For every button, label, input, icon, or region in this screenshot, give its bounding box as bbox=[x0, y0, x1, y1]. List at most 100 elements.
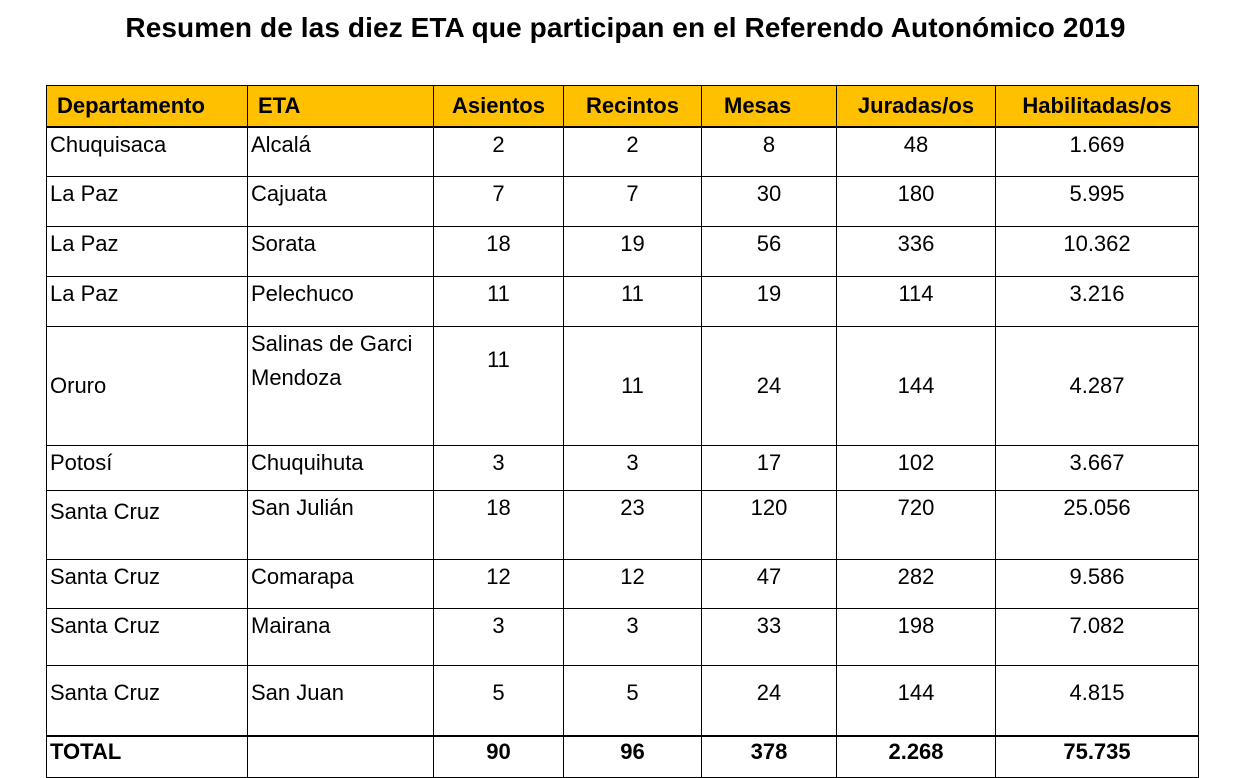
total-asientos: 90 bbox=[433, 735, 564, 778]
cell-mesas: 8 bbox=[701, 126, 837, 177]
cell-mesas: 56 bbox=[701, 226, 837, 277]
cell-mesas: 47 bbox=[701, 559, 837, 609]
table-row: Santa Cruz San Julián 18 23 120 720 25.0… bbox=[46, 490, 1199, 560]
cell-departamento: Santa Cruz bbox=[46, 490, 248, 560]
cell-juradas: 48 bbox=[836, 126, 996, 177]
cell-juradas: 144 bbox=[836, 326, 996, 446]
cell-recintos: 11 bbox=[563, 276, 702, 327]
column-header-recintos: Recintos bbox=[563, 85, 702, 128]
cell-departamento: Santa Cruz bbox=[46, 608, 248, 666]
table-row: Santa Cruz San Juan 5 5 24 144 4.815 bbox=[46, 665, 1199, 737]
table-row: Santa Cruz Comarapa 12 12 47 282 9.586 bbox=[46, 559, 1199, 609]
cell-eta: Pelechuco bbox=[247, 276, 434, 327]
table-row: Potosí Chuquihuta 3 3 17 102 3.667 bbox=[46, 445, 1199, 491]
cell-asientos: 18 bbox=[433, 226, 564, 277]
cell-mesas: 17 bbox=[701, 445, 837, 491]
cell-eta: Salinas de Garci Mendoza bbox=[247, 326, 434, 446]
cell-asientos: 2 bbox=[433, 126, 564, 177]
cell-mesas: 30 bbox=[701, 176, 837, 227]
column-header-asientos: Asientos bbox=[433, 85, 564, 128]
cell-asientos: 18 bbox=[433, 490, 564, 560]
cell-departamento: Santa Cruz bbox=[46, 559, 248, 609]
total-label: TOTAL bbox=[46, 735, 248, 778]
cell-departamento: La Paz bbox=[46, 226, 248, 277]
table-row: La Paz Pelechuco 11 11 19 114 3.216 bbox=[46, 276, 1199, 327]
total-habilitadas: 75.735 bbox=[995, 735, 1199, 778]
cell-juradas: 114 bbox=[836, 276, 996, 327]
cell-departamento: La Paz bbox=[46, 276, 248, 327]
cell-departamento: Chuquisaca bbox=[46, 126, 248, 177]
total-eta-empty bbox=[247, 735, 434, 778]
cell-habilitadas: 4.815 bbox=[995, 665, 1199, 737]
cell-departamento: Potosí bbox=[46, 445, 248, 491]
cell-recintos: 12 bbox=[563, 559, 702, 609]
total-recintos: 96 bbox=[563, 735, 702, 778]
cell-recintos: 7 bbox=[563, 176, 702, 227]
table-row: La Paz Sorata 18 19 56 336 10.362 bbox=[46, 226, 1199, 277]
total-mesas: 378 bbox=[701, 735, 837, 778]
cell-recintos: 3 bbox=[563, 445, 702, 491]
cell-juradas: 336 bbox=[836, 226, 996, 277]
cell-habilitadas: 3.216 bbox=[995, 276, 1199, 327]
cell-asientos: 11 bbox=[433, 276, 564, 327]
cell-habilitadas: 4.287 bbox=[995, 326, 1199, 446]
table-row: La Paz Cajuata 7 7 30 180 5.995 bbox=[46, 176, 1199, 227]
cell-juradas: 198 bbox=[836, 608, 996, 666]
cell-asientos: 5 bbox=[433, 665, 564, 737]
cell-departamento: Oruro bbox=[46, 326, 248, 446]
cell-eta-line: Mendoza bbox=[251, 365, 342, 390]
cell-eta: San Juan bbox=[247, 665, 434, 737]
cell-eta: Comarapa bbox=[247, 559, 434, 609]
column-header-departamento: Departamento bbox=[46, 85, 248, 128]
page-title: Resumen de las diez ETA que participan e… bbox=[125, 12, 1126, 43]
cell-departamento: Santa Cruz bbox=[46, 665, 248, 737]
table-row: Oruro Salinas de Garci Mendoza 11 11 24 … bbox=[46, 326, 1199, 446]
total-juradas: 2.268 bbox=[836, 735, 996, 778]
column-header-habilitadas: Habilitadas/os bbox=[995, 85, 1199, 128]
cell-eta: San Julián bbox=[247, 490, 434, 560]
cell-eta: Cajuata bbox=[247, 176, 434, 227]
cell-asientos: 3 bbox=[433, 608, 564, 666]
cell-juradas: 720 bbox=[836, 490, 996, 560]
cell-recintos: 5 bbox=[563, 665, 702, 737]
cell-mesas: 24 bbox=[701, 665, 837, 737]
cell-recintos: 3 bbox=[563, 608, 702, 666]
cell-mesas: 33 bbox=[701, 608, 837, 666]
cell-recintos: 11 bbox=[563, 326, 702, 446]
eta-summary-table: Departamento ETA Asientos Recintos Mesas… bbox=[46, 85, 1199, 778]
table-header-row: Departamento ETA Asientos Recintos Mesas… bbox=[46, 85, 1199, 128]
cell-eta: Alcalá bbox=[247, 126, 434, 177]
column-header-juradas: Juradas/os bbox=[836, 85, 996, 128]
total-row: TOTAL 90 96 378 2.268 75.735 bbox=[46, 735, 1199, 778]
table-row: Chuquisaca Alcalá 2 2 8 48 1.669 bbox=[46, 126, 1199, 177]
cell-habilitadas: 25.056 bbox=[995, 490, 1199, 560]
cell-asientos: 3 bbox=[433, 445, 564, 491]
cell-eta: Sorata bbox=[247, 226, 434, 277]
table-row: Santa Cruz Mairana 3 3 33 198 7.082 bbox=[46, 608, 1199, 666]
cell-asientos: 12 bbox=[433, 559, 564, 609]
cell-mesas: 120 bbox=[701, 490, 837, 560]
column-header-eta: ETA bbox=[247, 85, 434, 128]
cell-asientos: 7 bbox=[433, 176, 564, 227]
cell-eta: Mairana bbox=[247, 608, 434, 666]
cell-recintos: 2 bbox=[563, 126, 702, 177]
cell-habilitadas: 10.362 bbox=[995, 226, 1199, 277]
cell-habilitadas: 1.669 bbox=[995, 126, 1199, 177]
cell-mesas: 19 bbox=[701, 276, 837, 327]
cell-eta: Chuquihuta bbox=[247, 445, 434, 491]
cell-juradas: 102 bbox=[836, 445, 996, 491]
cell-asientos: 11 bbox=[433, 326, 564, 446]
cell-departamento: La Paz bbox=[46, 176, 248, 227]
cell-recintos: 19 bbox=[563, 226, 702, 277]
column-header-mesas: Mesas bbox=[701, 85, 837, 128]
cell-habilitadas: 3.667 bbox=[995, 445, 1199, 491]
cell-eta-line: Salinas de Garci bbox=[251, 331, 413, 356]
cell-mesas: 24 bbox=[701, 326, 837, 446]
cell-juradas: 180 bbox=[836, 176, 996, 227]
cell-habilitadas: 5.995 bbox=[995, 176, 1199, 227]
cell-juradas: 282 bbox=[836, 559, 996, 609]
cell-juradas: 144 bbox=[836, 665, 996, 737]
cell-habilitadas: 7.082 bbox=[995, 608, 1199, 666]
cell-recintos: 23 bbox=[563, 490, 702, 560]
cell-habilitadas: 9.586 bbox=[995, 559, 1199, 609]
